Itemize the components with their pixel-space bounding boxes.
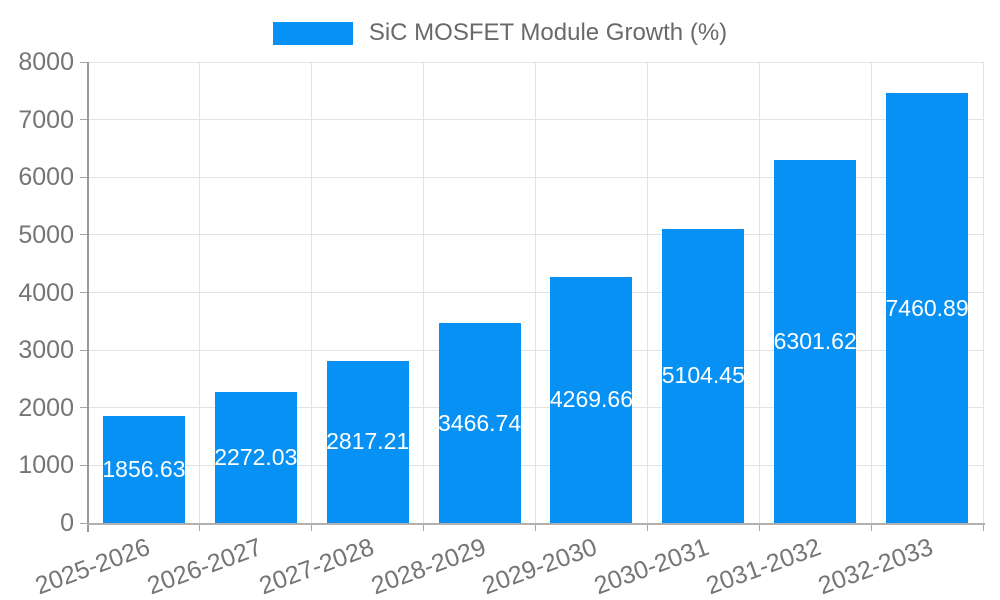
bar-value-label: 3466.74 [438,409,522,436]
bar[interactable]: 2817.21 [326,360,410,523]
y-axis-tick-label: 6000 [18,163,74,192]
bar-value-label: 5104.45 [661,362,745,389]
y-tick-mark [80,407,88,409]
y-axis-line [86,62,89,532]
x-tick-mark [199,523,201,531]
bar-value-label: 7460.89 [885,294,969,321]
y-tick-mark [80,61,88,63]
x-gridline [423,62,425,523]
legend-label: SiC MOSFET Module Growth (%) [368,19,728,46]
y-axis-tick-label: 2000 [18,393,74,422]
x-tick-mark [646,523,648,531]
bar-value-label: 1856.63 [102,455,186,482]
x-tick-mark [423,523,425,531]
bar-value-label: 6301.62 [773,327,857,354]
x-tick-mark [758,523,760,531]
y-tick-mark [80,234,88,236]
y-tick-mark [80,522,88,524]
y-axis-tick-label: 0 [60,509,74,537]
x-gridline [870,62,872,523]
y-axis-tick-label: 8000 [18,48,74,76]
y-tick-mark [80,292,88,293]
x-gridline [535,62,536,523]
chart-legend[interactable]: SiC MOSFET Module Growth (%) [0,20,1000,46]
x-tick-mark [311,523,313,531]
x-gridline [982,62,984,523]
x-gridline [199,62,201,523]
x-tick-mark [870,523,872,531]
y-axis-tick-label: 1000 [18,451,74,480]
x-gridline [646,62,648,523]
y-tick-mark [80,176,88,178]
bar[interactable]: 7460.89 [885,93,969,523]
y-axis-tick-label: 4000 [18,278,74,307]
x-gridline [758,62,760,523]
x-gridline [311,62,313,523]
bar[interactable]: 4269.66 [549,276,634,523]
bar-value-label: 2272.03 [214,444,298,471]
bar[interactable]: 3466.74 [438,323,522,523]
bar[interactable]: 5104.45 [661,228,745,523]
legend-swatch [272,21,353,45]
bar-value-label: 4269.66 [549,386,634,413]
y-axis-tick-label: 7000 [18,105,74,134]
y-axis-tick-label: 3000 [18,336,74,365]
y-tick-mark [80,349,88,351]
x-tick-mark [535,523,536,531]
bar[interactable]: 1856.63 [102,416,186,523]
bar[interactable]: 6301.62 [773,159,857,523]
x-axis-line [86,522,985,525]
bar-value-label: 2817.21 [326,428,410,455]
y-tick-mark [80,464,88,466]
x-tick-mark [982,523,984,531]
bar[interactable]: 2272.03 [214,392,298,523]
y-tick-mark [80,119,88,121]
y-axis-tick-label: 5000 [18,220,74,249]
